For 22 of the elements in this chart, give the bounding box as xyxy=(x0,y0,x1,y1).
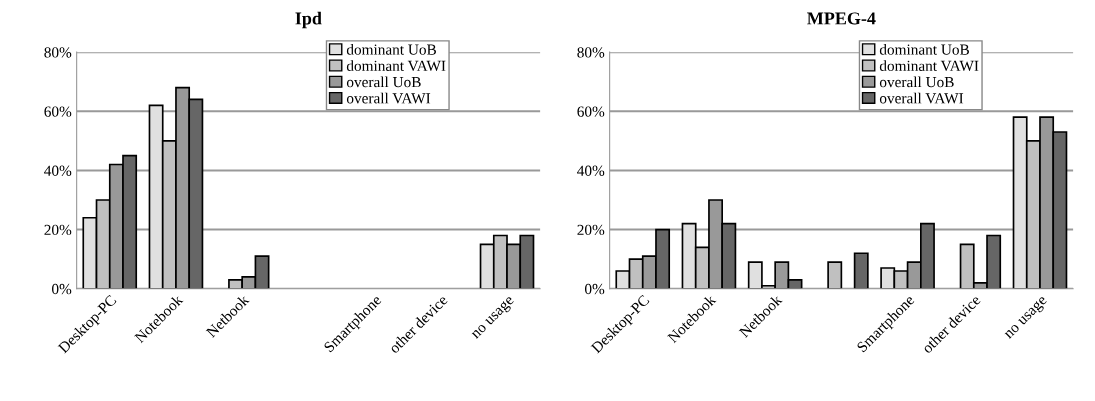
y-tick-label: 20% xyxy=(577,224,605,236)
y-tick-label: 0% xyxy=(584,283,605,295)
y-tick-label: 40% xyxy=(44,165,72,176)
y-tick-label: 40% xyxy=(577,165,605,176)
legend-label: dominant UoB xyxy=(346,43,436,55)
y-tick-label: 60% xyxy=(577,106,605,117)
chart-title: Ipd xyxy=(295,11,322,29)
y-tick-label: 0% xyxy=(52,283,72,295)
legend-label: dominant VAWI xyxy=(879,60,979,72)
legend-label: overall VAWI xyxy=(879,92,964,104)
chart-title: MPEG-4 xyxy=(807,12,876,25)
y-tick-label: 20% xyxy=(44,224,72,236)
legend-label: overall VAWI xyxy=(346,92,431,104)
bar xyxy=(853,252,869,289)
legend-label: overall UoB xyxy=(879,76,954,88)
y-tick-label: 60% xyxy=(44,106,72,117)
y-tick-label: 80% xyxy=(577,47,605,58)
bar xyxy=(827,261,843,289)
legend-label: overall UoB xyxy=(346,76,421,88)
legend-label: dominant UoB xyxy=(879,43,969,55)
y-tick-label: 80% xyxy=(44,47,72,58)
legend-label: dominant VAWI xyxy=(346,60,446,72)
